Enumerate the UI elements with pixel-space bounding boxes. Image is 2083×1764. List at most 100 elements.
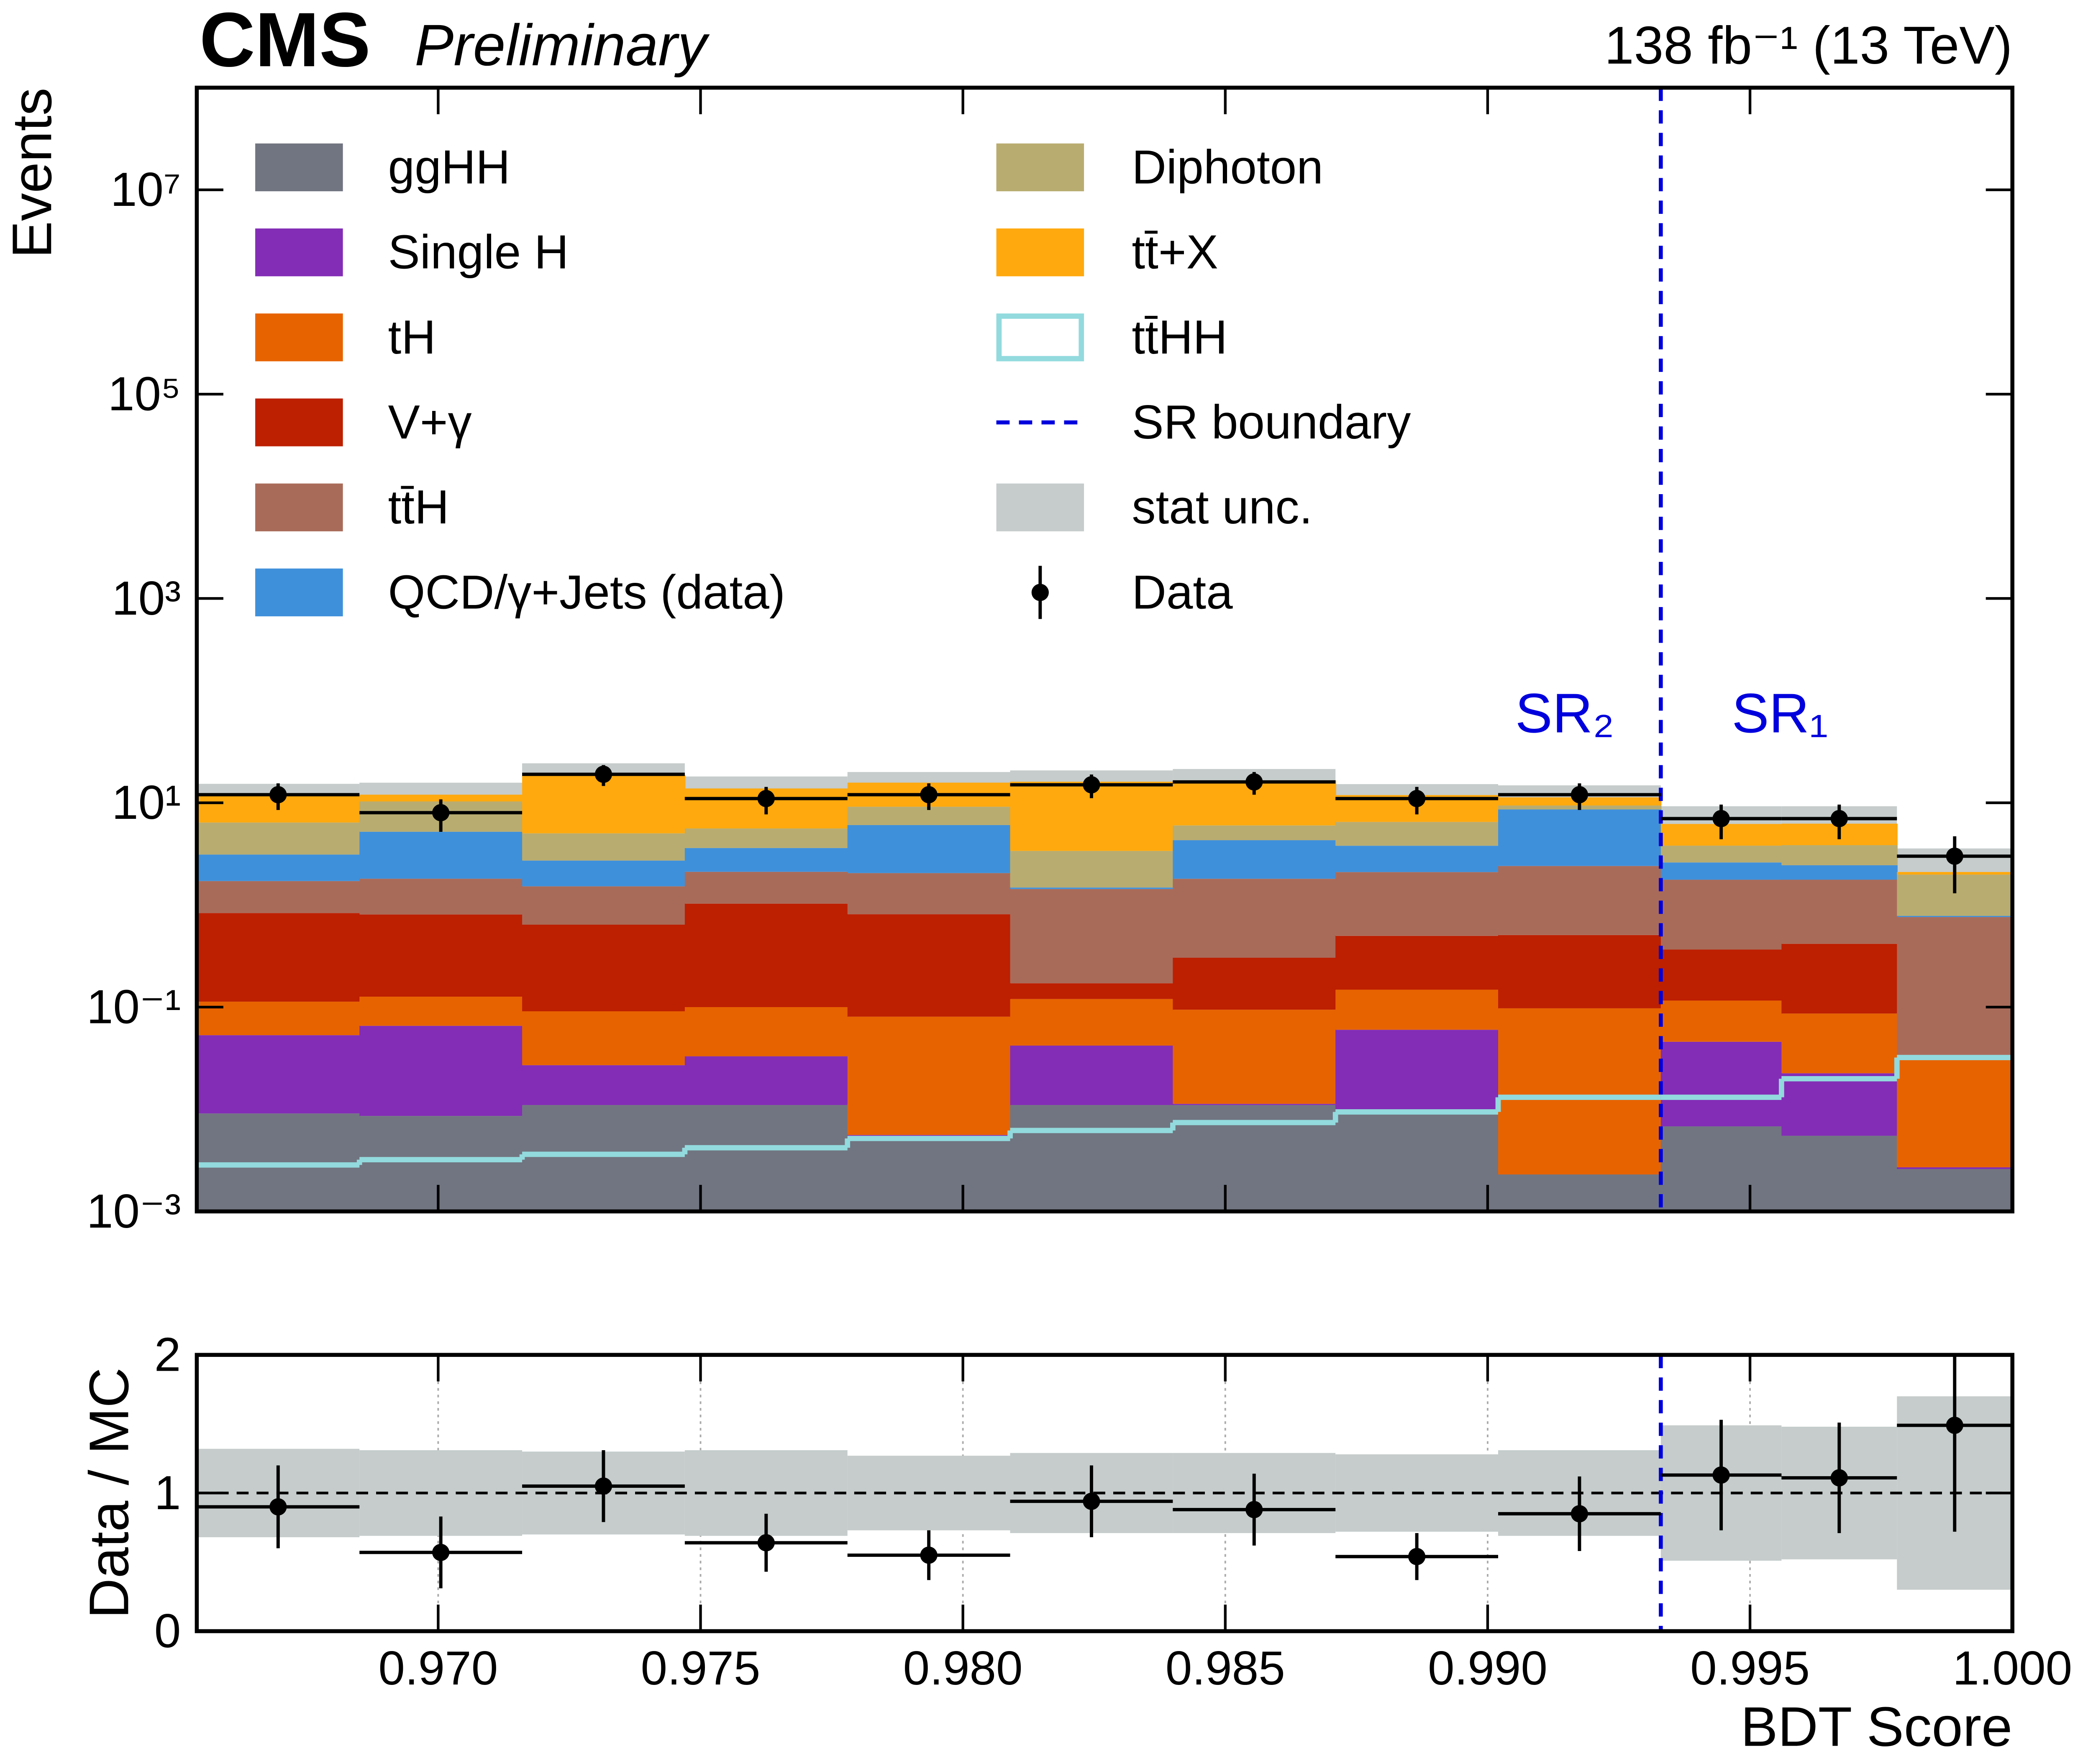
stack-segment <box>1335 936 1499 990</box>
stack-segment <box>1173 1010 1336 1104</box>
stack-segment <box>1335 990 1499 1030</box>
ratio-plot <box>197 1355 2013 1631</box>
region-label: SR₁ <box>1732 682 1828 744</box>
ratio-point <box>1830 1469 1848 1487</box>
y-axis-label: Events <box>1 88 63 259</box>
stack-segment <box>847 1137 1011 1212</box>
lumi-label: 138 fb⁻¹ (13 TeV) <box>1604 15 2012 75</box>
stack-segment <box>1781 1136 1898 1212</box>
stack-segment <box>1010 887 1173 889</box>
stack-segment <box>1781 865 1898 880</box>
y-tick-label: 2 <box>154 1328 181 1382</box>
stack-segment <box>1897 915 2013 917</box>
legend-label: Diphoton <box>1132 141 1323 194</box>
stack-segment <box>847 825 1011 873</box>
legend-label: Single H <box>388 226 569 279</box>
data-point <box>269 786 287 803</box>
data-point <box>1408 790 1426 808</box>
stack-segment <box>1897 1058 2013 1168</box>
y-tick-label: 10⁻³ <box>87 1185 181 1238</box>
data-point <box>1571 786 1589 803</box>
legend-swatch <box>255 313 343 362</box>
plot-frame <box>195 85 2014 1214</box>
stack-segment <box>522 924 686 1011</box>
x-tick-label: 0.975 <box>641 1642 761 1695</box>
ratio-point <box>1083 1492 1100 1510</box>
stack-segment <box>1781 944 1898 1014</box>
stack-segment <box>359 1026 523 1116</box>
stack-segment <box>1010 851 1173 888</box>
ratio-point <box>269 1498 287 1516</box>
x-tick-label: 0.980 <box>903 1642 1023 1695</box>
stack-segment <box>522 886 686 925</box>
stack-segment <box>522 1011 686 1065</box>
legend-swatch <box>255 483 343 531</box>
legend-swatch <box>255 228 343 277</box>
data-point <box>757 790 775 808</box>
legend-label: Data <box>1132 566 1233 619</box>
x-tick-label: 0.995 <box>1690 1642 1810 1695</box>
stack-segment <box>1010 1045 1173 1105</box>
legend-swatch <box>996 483 1084 531</box>
stack-segment <box>359 831 523 879</box>
legend-label: SR boundary <box>1132 396 1411 449</box>
stack-segment <box>1173 957 1336 1010</box>
y-tick-label: 1 <box>154 1467 181 1520</box>
legend-label: ggHH <box>388 141 510 194</box>
data-point <box>1245 773 1263 791</box>
stack-segment <box>684 903 848 1007</box>
stack-segment <box>1335 1030 1499 1110</box>
stat-unc-band <box>847 1456 1010 1531</box>
y-tick-label: 10¹ <box>112 776 181 829</box>
stack-segment <box>1010 999 1173 1046</box>
ratio-y-axis-label: Data / MC <box>78 1367 140 1618</box>
stack-segment <box>684 1007 848 1056</box>
legend-swatch <box>255 398 343 446</box>
stack-segment <box>1897 917 2013 1058</box>
stack-segment <box>1781 1073 1898 1136</box>
stack-segment <box>522 833 686 861</box>
data-point <box>1083 776 1100 794</box>
ratio-point <box>432 1544 450 1561</box>
stack-segment <box>197 1113 360 1212</box>
stack-segment <box>359 914 523 997</box>
stack-segment <box>197 854 360 881</box>
ratio-point <box>757 1534 775 1551</box>
stack-segment <box>1897 1169 2013 1212</box>
ratio-point <box>1245 1501 1263 1518</box>
data-point <box>432 804 450 821</box>
stack-segment <box>1660 1041 1782 1127</box>
stack-segment <box>522 860 686 887</box>
stack-segment <box>1498 866 1662 935</box>
stack-segment <box>359 996 523 1026</box>
stack-segment <box>684 1105 848 1212</box>
y-tick-label: 10⁷ <box>110 163 181 216</box>
legend-label: tt̄HH <box>1132 311 1227 364</box>
stack-segment <box>684 828 848 848</box>
legend-swatch <box>996 313 1084 362</box>
stack-segment <box>197 822 360 855</box>
data-point <box>920 786 938 803</box>
chart-title: CMS <box>200 0 371 83</box>
stack-segment <box>1173 1104 1336 1105</box>
stack-segment <box>1335 846 1499 872</box>
stack-segment <box>684 1056 848 1105</box>
ratio-point <box>594 1477 612 1495</box>
stack-segment <box>1173 879 1336 958</box>
region-label: SR₂ <box>1515 682 1614 744</box>
legend-swatch <box>996 143 1084 192</box>
x-tick-label: 0.990 <box>1428 1642 1548 1695</box>
stack-segment <box>684 872 848 904</box>
y-tick-label: 10³ <box>112 572 181 625</box>
ratio-point <box>1946 1416 1963 1434</box>
stack-segment <box>1781 845 1898 865</box>
data-point <box>1712 810 1730 828</box>
stack-segment <box>1173 1105 1336 1212</box>
legend-swatch <box>255 143 343 192</box>
stack-segment <box>1660 879 1782 950</box>
stack-segment <box>847 1016 1011 1135</box>
stack-segment <box>1781 1013 1898 1074</box>
ratio-point <box>1712 1466 1730 1484</box>
legend-label: tt̄H <box>388 481 449 534</box>
